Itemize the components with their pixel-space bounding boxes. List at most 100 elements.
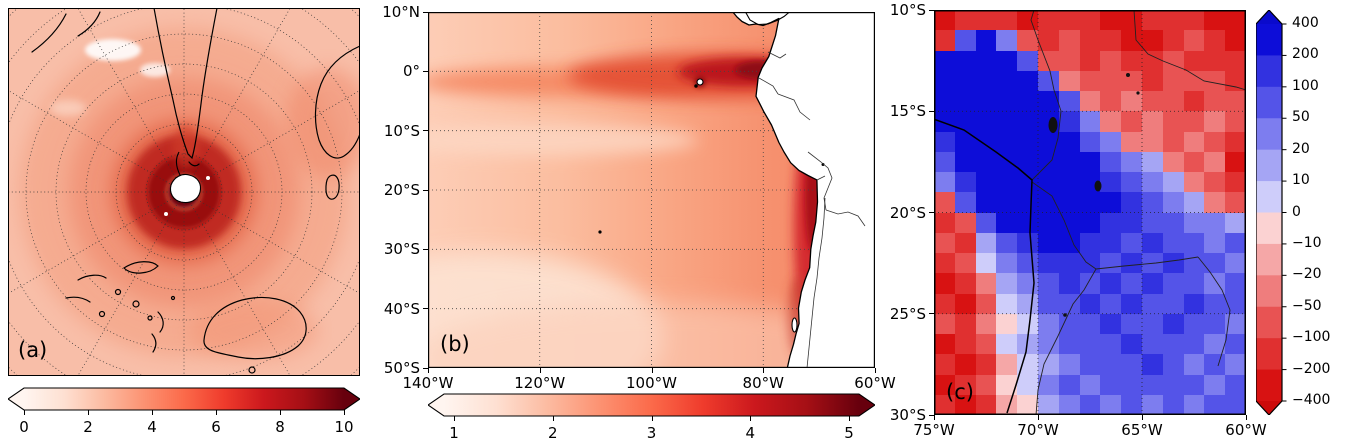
heatmap-cell (1162, 293, 1185, 315)
heatmap-cell (1038, 10, 1060, 31)
heatmap-cell (1121, 273, 1143, 295)
heatmap-cell (1100, 131, 1122, 153)
b-ytick-label: 10°S (383, 121, 420, 140)
colorbar-b-tick-label: 2 (547, 424, 558, 442)
heatmap-cell (1225, 374, 1246, 396)
heatmap-cell (1121, 334, 1143, 355)
heatmap-cell (996, 30, 1018, 52)
heatmap-cell (975, 212, 997, 234)
heatmap-cell (1058, 313, 1081, 335)
heatmap-cell (1079, 334, 1101, 355)
heatmap-cell (1038, 232, 1060, 254)
heatmap-cell (1204, 30, 1226, 52)
heatmap-cell (1225, 30, 1246, 52)
heatmap-cell (1225, 91, 1246, 112)
heatmap-cell (934, 151, 956, 173)
heatmap-cell (1204, 313, 1226, 335)
heatmap-cell (1100, 91, 1122, 112)
heatmap-cell (1079, 313, 1101, 335)
frame-c (934, 10, 1246, 415)
heatmap-cell (1225, 192, 1246, 214)
colorbar-b-tickmark (849, 416, 850, 421)
heatmap-cell (1058, 91, 1081, 112)
heatmap-cell (1058, 30, 1081, 52)
c-ytick-label: 30°S (889, 406, 926, 424)
heatmap-cell (954, 253, 977, 274)
heatmap-cell (1121, 232, 1143, 254)
c-ytickmark (929, 414, 934, 416)
heatmap-cell (1225, 50, 1246, 72)
heatmap-cell (996, 334, 1018, 355)
heatmap-cell (954, 50, 977, 72)
heatmap-cell (996, 293, 1018, 315)
heatmap-cell (1058, 232, 1081, 254)
heatmap-cell (975, 273, 997, 295)
heatmap-cell (1079, 293, 1101, 315)
heatmap-cell (1183, 354, 1205, 376)
heatmap-cell (1038, 91, 1060, 112)
indonesia-coastline (65, 274, 107, 303)
heatmap-cell (1162, 334, 1185, 355)
c-xtick-label: 70°W (1017, 421, 1059, 439)
heatmap-cell (1183, 91, 1205, 112)
c-ytick-label: 25°S (889, 304, 926, 323)
heatmap-cell (1017, 151, 1039, 173)
heatmap-cell (996, 70, 1018, 92)
heatmap-cell (1183, 111, 1205, 133)
heatmap-cell (1017, 70, 1039, 92)
c-ytickmark (929, 110, 934, 112)
heatmap-cell (1079, 50, 1101, 72)
heatmap-cell (954, 273, 977, 295)
heatmap-cell (1017, 111, 1039, 133)
colorbar-c-tick-label: 10 (1292, 172, 1310, 189)
heatmap-cell (1225, 151, 1246, 173)
b-ytick-label: 20°S (383, 181, 420, 199)
heatmap-cell (934, 10, 956, 31)
heatmap-cell (1121, 10, 1143, 31)
heatmap-cell (1142, 10, 1164, 31)
heatmap-cell (1204, 374, 1226, 396)
heatmap-cell (996, 313, 1018, 335)
colorbar-b-tick-label: 3 (646, 424, 657, 442)
heatmap-cell (1100, 151, 1122, 173)
heatmap-cell (975, 334, 997, 355)
colorbar-c-segment (1256, 306, 1282, 339)
b-ytick-label: 50°S (383, 359, 420, 377)
heatmap-cell (1225, 111, 1246, 133)
heatmap-cell (975, 172, 997, 193)
heatmap-cell (954, 172, 977, 193)
map-panel-b (428, 12, 875, 368)
colorbar-a-tickmark (152, 410, 153, 415)
tierra-del-fuego-coastline (188, 161, 200, 167)
b-xtick-label: 60°W (854, 374, 896, 392)
b-ytickmark (423, 367, 428, 369)
b-xtick-label: 140°W (402, 374, 454, 392)
coast-details-b (598, 12, 825, 333)
colorbar-c-segment (1256, 86, 1282, 119)
b-xtick-label: 80°W (742, 374, 784, 392)
heatmap-cell (934, 313, 956, 335)
b-ytick-label: 0° (402, 62, 420, 81)
heatmap-cell (1204, 232, 1226, 254)
heatmap-cell (1142, 30, 1164, 52)
heatmap-cell (1017, 293, 1039, 315)
heatmap-cell (1058, 293, 1081, 315)
borders-b (758, 51, 866, 368)
colorbar-c-tick-label: −100 (1292, 329, 1331, 346)
heatmap-cell (1225, 334, 1246, 355)
heatmap-cell (1100, 212, 1122, 234)
heatmap-cell (1183, 232, 1205, 254)
c-xtickmark (1038, 415, 1039, 420)
heatmap-cell (1162, 70, 1185, 92)
heatmap-cell (1121, 30, 1143, 52)
lakes-c (1048, 73, 1140, 317)
c-xtick-label: 75°W (913, 421, 955, 439)
africa-coastline (314, 45, 360, 159)
heatmap-cell (1038, 313, 1060, 335)
coastlines-a (31, 8, 360, 374)
b-xtickmark (875, 368, 876, 373)
heatmap-cell (1204, 293, 1226, 315)
colorbar-c-tick-label: 100 (1292, 77, 1319, 94)
heatmap-cell (975, 374, 997, 396)
heatmap-cell (975, 70, 997, 92)
